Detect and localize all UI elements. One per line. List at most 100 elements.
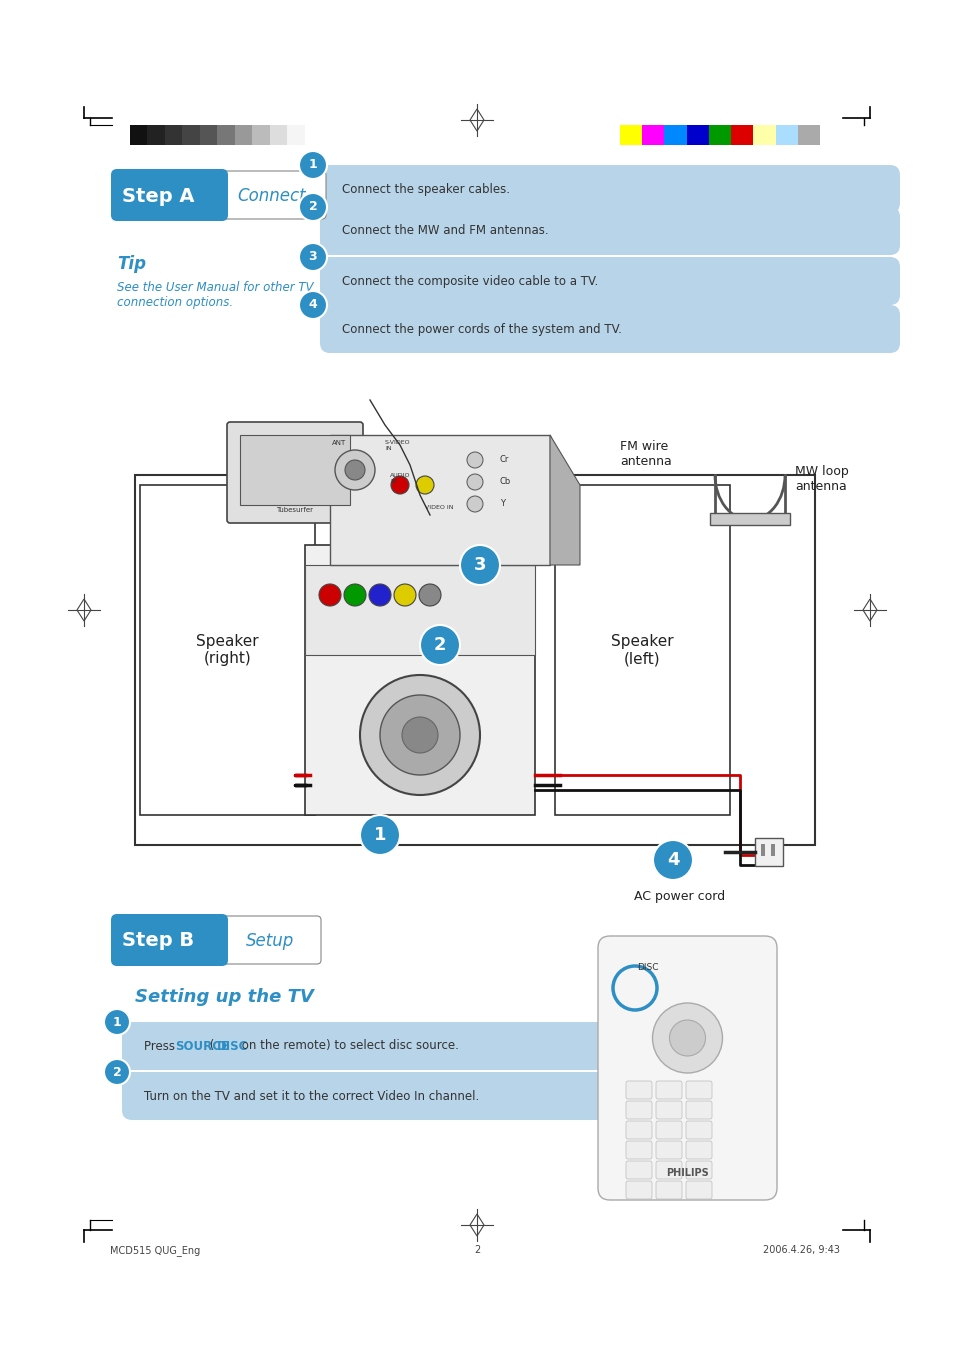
Bar [619,126,641,144]
Circle shape [416,477,434,494]
Text: 4: 4 [666,850,679,869]
FancyBboxPatch shape [598,936,776,1200]
Text: 2: 2 [309,201,317,213]
Bar [253,126,270,144]
Circle shape [379,695,459,775]
Bar [270,126,287,144]
Circle shape [401,717,437,753]
Text: VIDEO IN: VIDEO IN [424,505,453,510]
Circle shape [344,585,366,606]
Bar [641,126,663,144]
Bar [200,126,217,144]
FancyBboxPatch shape [319,207,899,255]
Bar [305,566,535,655]
Bar [148,126,165,144]
Circle shape [652,840,692,880]
Bar [135,475,814,845]
Text: Connect the composite video cable to a TV.: Connect the composite video cable to a T… [341,274,598,288]
Bar [708,126,730,144]
FancyBboxPatch shape [218,917,320,964]
Bar [555,485,729,815]
FancyBboxPatch shape [656,1181,681,1199]
Text: Connect the MW and FM antennas.: Connect the MW and FM antennas. [341,224,548,238]
Bar [287,126,305,144]
Circle shape [298,151,327,180]
Text: Connect the speaker cables.: Connect the speaker cables. [341,182,510,196]
FancyBboxPatch shape [319,165,899,213]
Text: Step A: Step A [122,186,194,205]
Text: 1: 1 [374,826,386,844]
Text: Y: Y [499,500,504,509]
Circle shape [459,545,499,585]
Text: Turn on the TV and set it to the correct Video In channel.: Turn on the TV and set it to the correct… [144,1089,478,1103]
FancyBboxPatch shape [656,1120,681,1139]
Bar [753,126,775,144]
Bar [663,126,686,144]
FancyBboxPatch shape [319,256,899,305]
Text: 1: 1 [309,158,317,171]
Bar [182,126,200,144]
Circle shape [318,585,340,606]
Text: Cr: Cr [499,455,509,464]
Bar [760,844,764,856]
Text: 4: 4 [309,298,317,312]
Circle shape [298,243,327,271]
Circle shape [345,460,365,481]
Bar [754,838,782,865]
FancyBboxPatch shape [656,1081,681,1099]
Text: AUDIO
IN: AUDIO IN [390,472,410,483]
Text: Step B: Step B [122,931,193,950]
FancyBboxPatch shape [685,1102,711,1119]
Bar [240,435,350,505]
Text: DISC: DISC [637,963,658,972]
Circle shape [359,675,479,795]
Circle shape [394,585,416,606]
Text: MW loop
antenna: MW loop antenna [794,464,848,493]
Circle shape [669,1021,705,1056]
FancyBboxPatch shape [685,1181,711,1199]
Circle shape [359,815,399,855]
Text: 2: 2 [474,1245,479,1256]
FancyBboxPatch shape [122,1022,612,1071]
Text: See the User Manual for other TV
connection options.: See the User Manual for other TV connect… [117,281,314,309]
Bar [730,126,753,144]
Text: ANT: ANT [332,440,346,446]
FancyBboxPatch shape [625,1120,651,1139]
Text: SOURCE: SOURCE [175,1040,229,1053]
Text: (: ( [206,1040,214,1053]
Bar [165,126,182,144]
Bar [797,126,820,144]
FancyBboxPatch shape [218,171,326,219]
Circle shape [467,495,482,512]
FancyBboxPatch shape [656,1161,681,1179]
Bar [234,126,253,144]
Bar [330,435,550,566]
Polygon shape [550,435,579,566]
Bar [770,844,774,856]
FancyBboxPatch shape [122,1072,612,1120]
Text: 3: 3 [309,251,317,263]
Text: S-VIDEO
IN: S-VIDEO IN [385,440,410,451]
FancyBboxPatch shape [656,1141,681,1160]
Text: 2: 2 [434,636,446,653]
Circle shape [652,1003,721,1073]
Text: MCD515 QUG_Eng: MCD515 QUG_Eng [110,1245,200,1256]
Text: Speaker
(right): Speaker (right) [196,633,258,666]
Text: 1: 1 [112,1015,121,1029]
Circle shape [419,625,459,666]
Text: DISC: DISC [216,1040,248,1053]
FancyBboxPatch shape [319,305,899,352]
Bar [217,126,234,144]
FancyBboxPatch shape [625,1102,651,1119]
FancyBboxPatch shape [685,1081,711,1099]
Bar [775,126,797,144]
Text: 3: 3 [474,556,486,574]
Text: Tip: Tip [117,255,146,273]
Text: Connect: Connect [237,188,306,205]
Bar [130,126,148,144]
FancyBboxPatch shape [685,1120,711,1139]
FancyBboxPatch shape [685,1141,711,1160]
Circle shape [335,450,375,490]
FancyBboxPatch shape [111,169,228,221]
Text: FM wire
antenna: FM wire antenna [619,440,671,468]
